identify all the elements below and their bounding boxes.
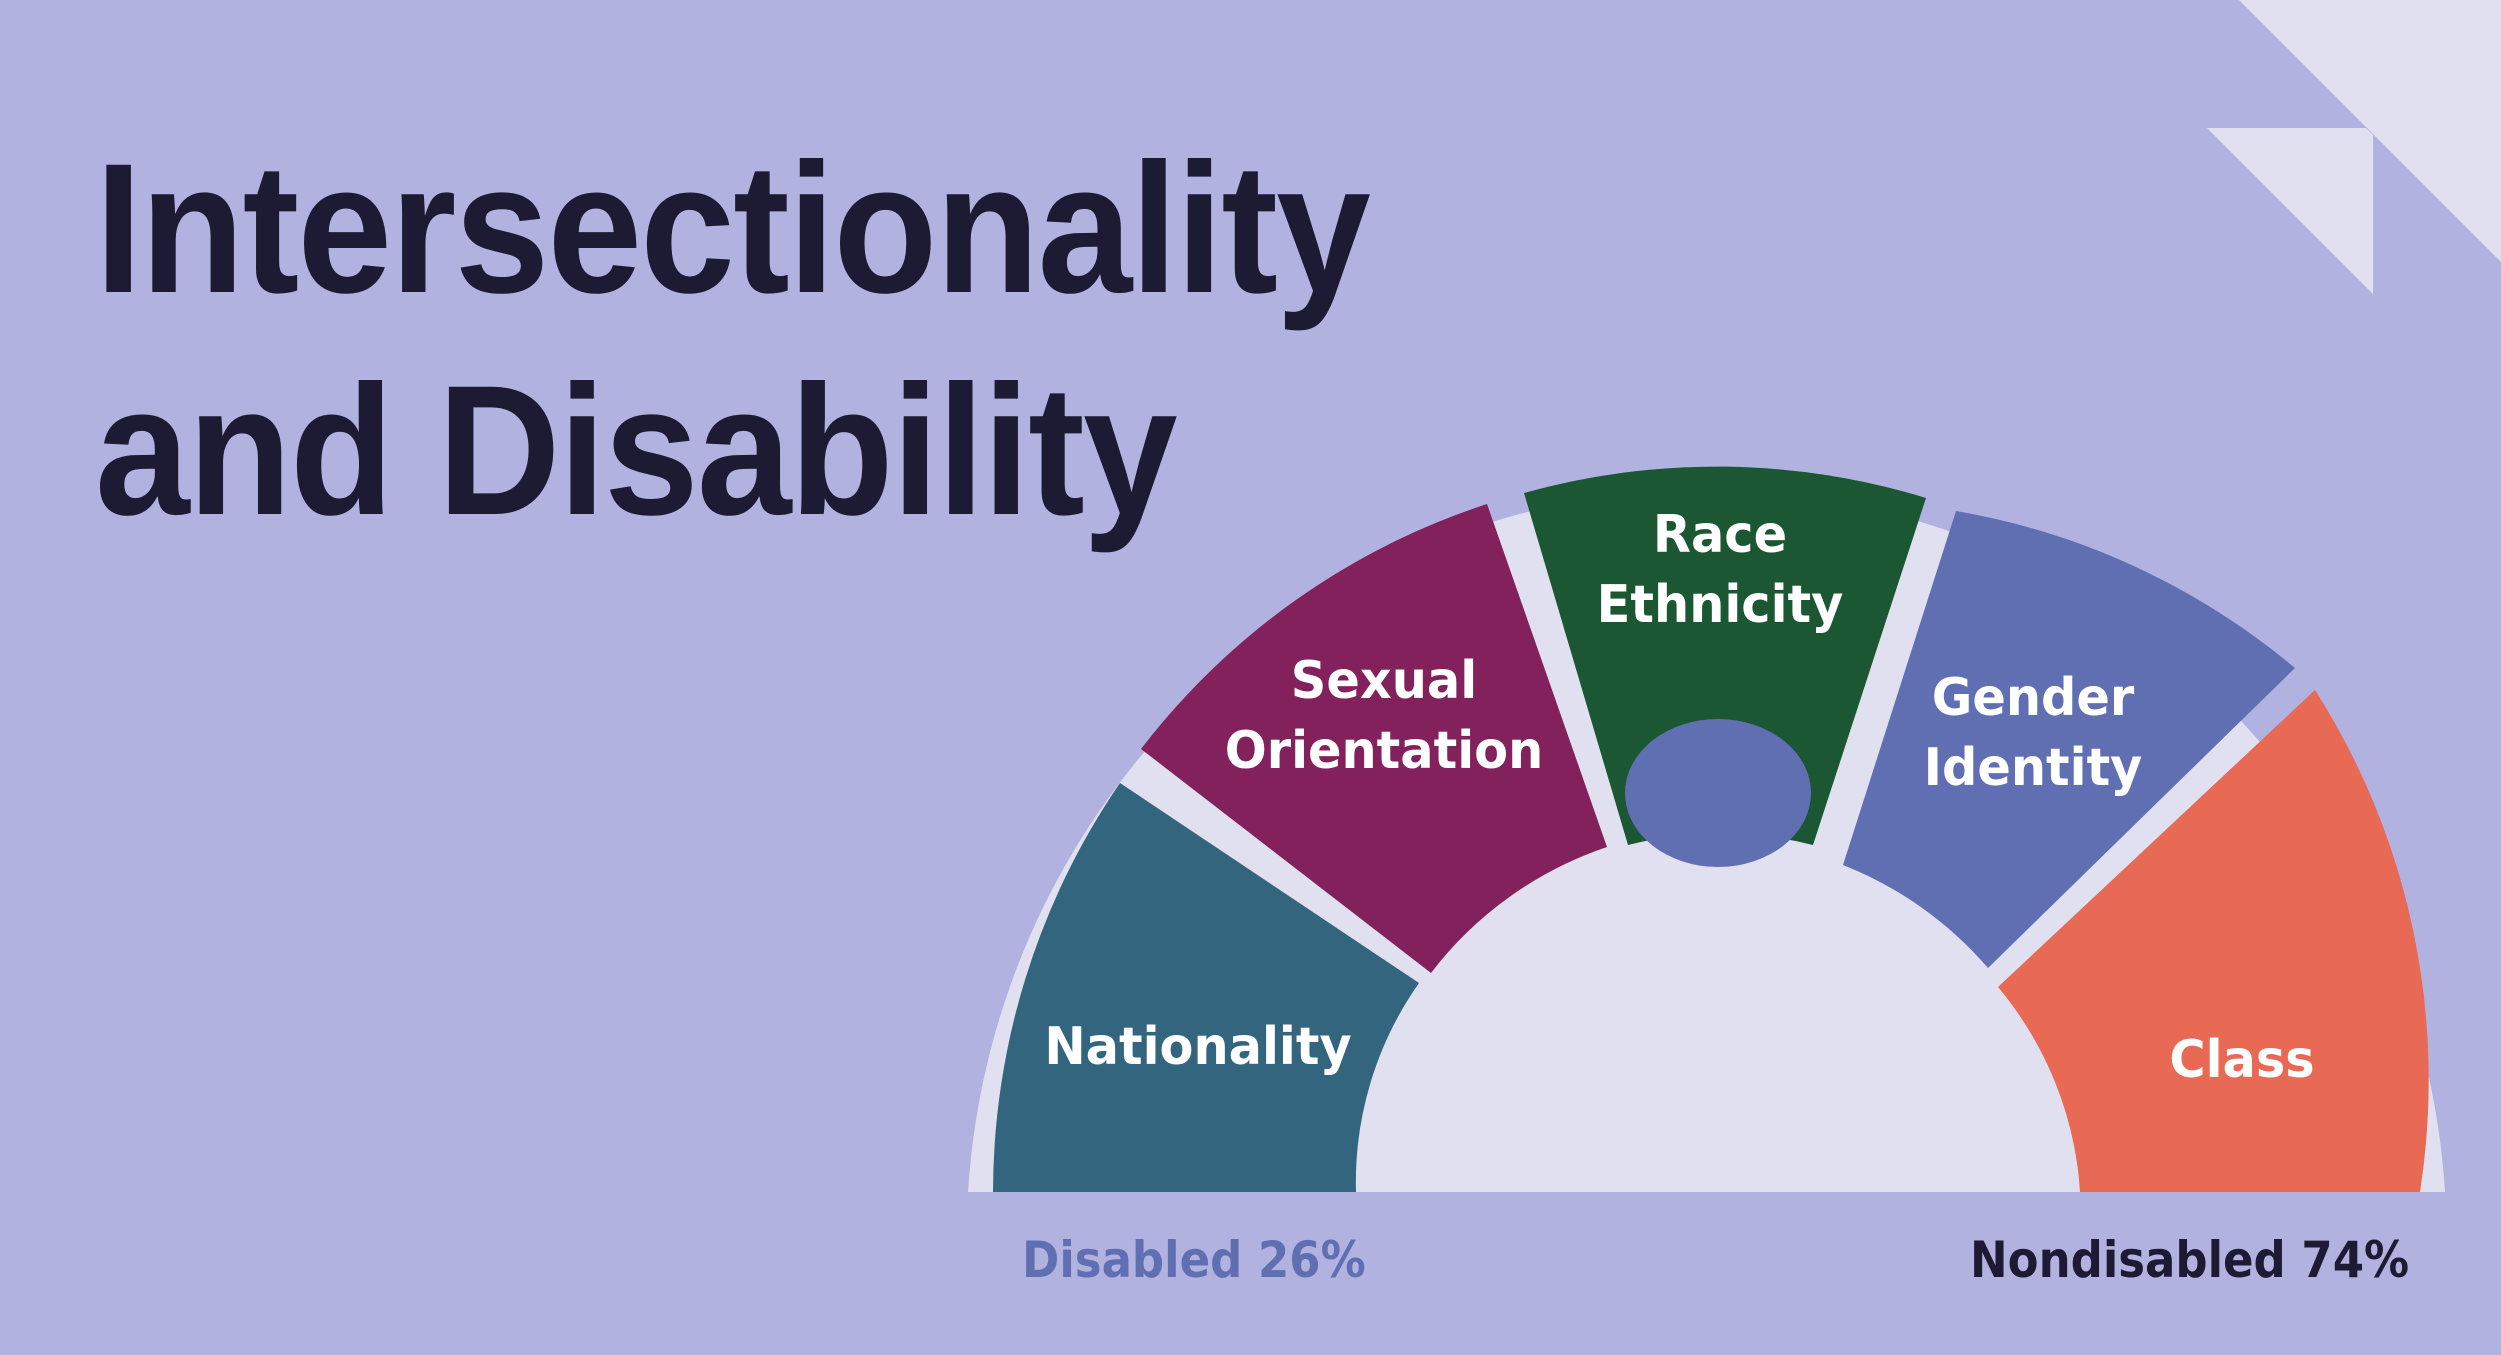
person-figure-icon (1512, 719, 1920, 1355)
label-line: Sexual (1290, 651, 1478, 711)
title-line-2: and Disability (95, 348, 1178, 554)
title-line-1: Intersectionality (95, 126, 1371, 332)
corner-triangles-decoration (2207, 0, 2501, 294)
nondisabled-percentage: Nondisabled 74% (1970, 1231, 2410, 1289)
segment-race-ethnicity (1524, 466, 1926, 845)
label-line: Class (2169, 1030, 2315, 1090)
figure-head (1625, 719, 1811, 867)
label-line: Ethnicity (1596, 575, 1844, 635)
label-sexual-orientation: Sexual Orientation (1225, 646, 1544, 786)
segment-sexual-orientation (1141, 504, 1607, 973)
intersectionality-wheel (993, 466, 2429, 1192)
label-nationality: Nationality (1044, 1012, 1351, 1082)
disabled-percentage: Disabled 26% (1022, 1231, 1366, 1289)
label-line: Gender (1931, 668, 2135, 728)
page-title: Intersectionality and Disability (95, 118, 1371, 562)
segment-class (1998, 690, 2429, 1192)
label-class: Class (2169, 1025, 2314, 1095)
label-line: Identity (1923, 738, 2143, 798)
label-line: Race (1652, 505, 1788, 565)
label-race-ethnicity: Race Ethnicity (1597, 500, 1844, 640)
label-line: Nationality (1044, 1017, 1352, 1077)
label-gender-identity: Gender Identity (1924, 663, 2143, 803)
segment-nationality (993, 783, 1419, 1192)
label-line: Orientation (1224, 721, 1544, 781)
segment-gender-identity (1843, 511, 2295, 968)
